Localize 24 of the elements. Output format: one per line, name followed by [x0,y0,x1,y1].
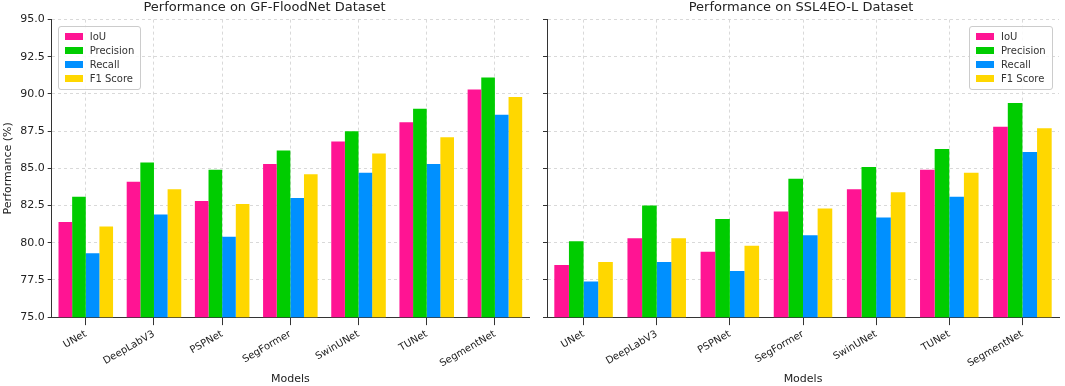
chart-title: Performance on GF-FloodNet Dataset [143,0,386,15]
legend-label: Precision [89,45,135,57]
x-axis-title: Models [783,372,823,386]
y-tick-label: 92.5 [20,49,45,63]
legend-label: F1 Score [1001,73,1045,85]
y-tick-label: 82.5 [20,198,45,212]
y-tick-label: 90.0 [20,86,45,100]
legend-label: F1 Score [89,73,133,85]
y-tick-label: 95.0 [20,12,45,26]
y-tick-label: 87.5 [20,124,45,138]
y-tick-label: 85.0 [20,161,45,175]
legend-label: IoU [1001,31,1018,43]
legend-label: Recall [1001,59,1031,71]
legend-label: IoU [89,31,107,43]
legend-label: Precision [1001,45,1046,57]
x-tick-label: UNet [61,327,89,350]
x-axis-title: Models [270,372,310,386]
x-tick-label: UNet [558,327,586,350]
y-tick-label: 80.0 [20,235,45,249]
chart-title: Performance on SSL4EO-L Dataset [688,0,914,15]
legend-label: Recall [89,59,120,71]
y-axis-title: Performance (%) [1,122,15,215]
y-tick-label: 75.0 [20,309,45,323]
y-tick-label: 77.5 [20,272,45,286]
